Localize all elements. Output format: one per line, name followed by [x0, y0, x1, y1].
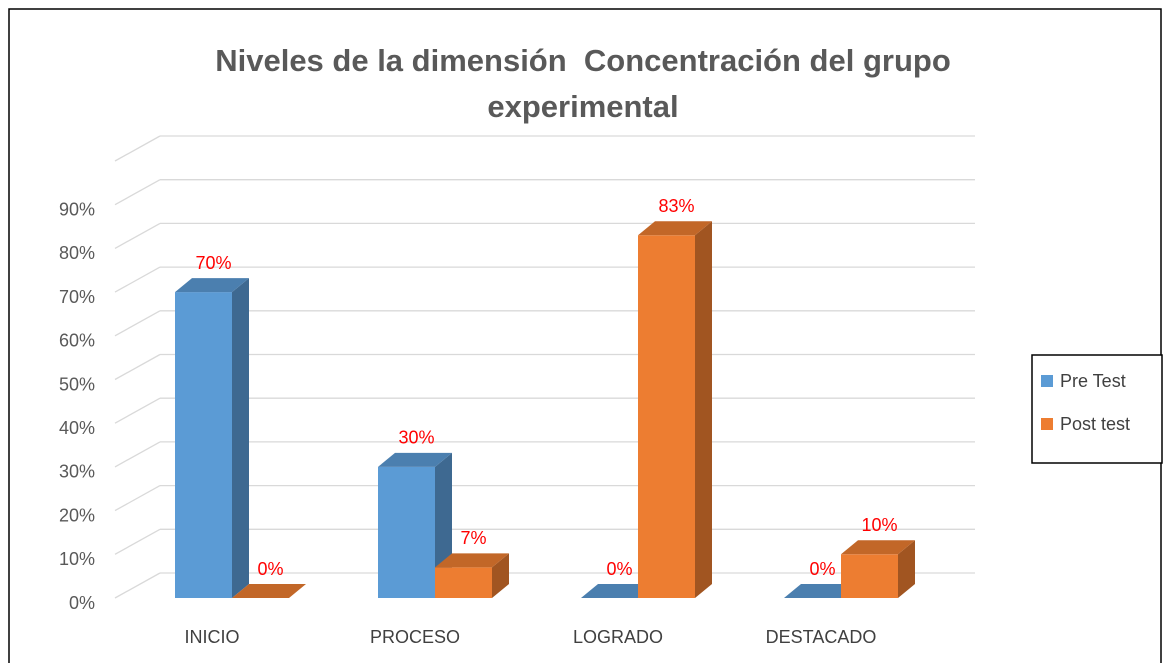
value-label: 7% [460, 528, 486, 548]
y-tick-label: 90% [59, 199, 95, 219]
bar-face [638, 221, 712, 236]
grid-line [114, 222, 161, 249]
y-tick-label: 60% [59, 331, 95, 351]
bar [841, 540, 915, 598]
bar-face [492, 553, 509, 598]
bar-face [841, 554, 898, 598]
grid-line [114, 485, 161, 512]
grid-line [114, 135, 161, 162]
value-label: 10% [861, 515, 897, 535]
bar-face [232, 278, 249, 598]
bar-face [232, 584, 306, 598]
value-label: 0% [809, 559, 835, 579]
y-tick-label: 10% [59, 549, 95, 569]
value-label: 70% [195, 253, 231, 273]
value-label: 0% [606, 559, 632, 579]
bar-face [378, 466, 435, 598]
bar-face [175, 278, 249, 293]
x-tick-label: INICIO [184, 627, 239, 647]
bar-face [435, 553, 509, 568]
grid-line [114, 572, 161, 599]
bar-face [175, 292, 232, 598]
x-tick-label: DESTACADO [766, 627, 877, 647]
y-tick-label: 30% [59, 462, 95, 482]
bar [232, 584, 306, 598]
grid-line [114, 266, 161, 293]
y-tick-label: 20% [59, 505, 95, 525]
x-tick-label: PROCESO [370, 627, 460, 647]
grid-line [114, 179, 161, 206]
y-tick-label: 0% [69, 593, 95, 613]
value-label: 83% [658, 196, 694, 216]
chart-border [8, 8, 1162, 663]
bar [638, 221, 712, 599]
legend-label: Post test [1060, 414, 1130, 434]
bar-face [435, 567, 492, 598]
bar-face [378, 452, 452, 467]
grid-line [114, 353, 161, 381]
bar-face [695, 221, 712, 599]
grid-line [114, 528, 161, 555]
y-tick-label: 50% [59, 374, 95, 394]
legend-box [1031, 354, 1163, 464]
grid-line [114, 441, 161, 468]
legend-swatch [1041, 375, 1053, 387]
bar-face [581, 584, 655, 598]
bar [435, 553, 509, 598]
legend-label: Pre Test [1060, 371, 1126, 391]
y-tick-label: 40% [59, 418, 95, 438]
grid-line [114, 397, 161, 424]
chart-title: Niveles de la dimensión Concentración de… [215, 43, 960, 124]
bar-face [898, 540, 915, 598]
grid-line [114, 310, 161, 337]
value-label: 30% [398, 428, 434, 448]
bar-face [841, 540, 915, 555]
bar [581, 584, 655, 598]
x-tick-label: LOGRADO [573, 627, 663, 647]
legend-swatch [1041, 418, 1053, 430]
bar [175, 278, 249, 598]
value-label: 0% [257, 559, 283, 579]
y-tick-label: 70% [59, 287, 95, 307]
bar [784, 584, 858, 598]
y-tick-label: 80% [59, 243, 95, 263]
bar-face [638, 235, 695, 599]
bar-face [784, 584, 858, 598]
